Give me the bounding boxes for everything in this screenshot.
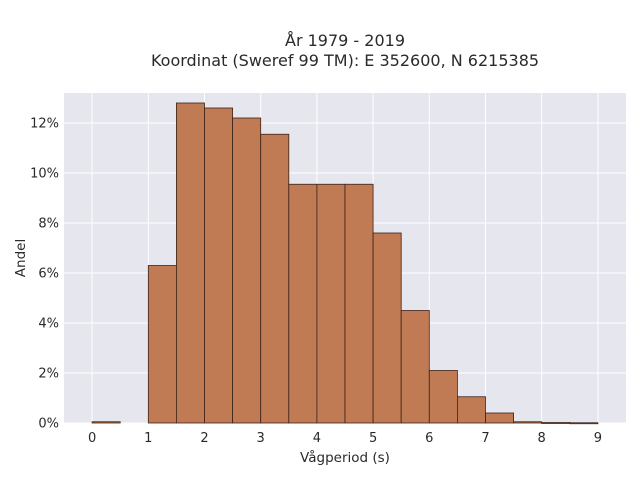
histogram-bar-15 xyxy=(513,421,543,424)
histogram-bar-2 xyxy=(147,265,177,424)
histogram-bar-14 xyxy=(485,412,515,424)
y-tick-label: 0% xyxy=(38,417,59,432)
y-tick-label: 2% xyxy=(38,367,59,382)
histogram-bar-17 xyxy=(569,422,599,425)
y-axis-label: Andel xyxy=(13,239,29,277)
histogram-bar-16 xyxy=(541,422,571,424)
y-tick-label: 10% xyxy=(30,167,59,182)
x-tick-label: 3 xyxy=(257,431,265,446)
histogram-bar-12 xyxy=(428,370,458,424)
bars xyxy=(91,102,599,425)
histogram-bar-11 xyxy=(400,310,430,424)
chart-title-line2: Koordinat (Sweref 99 TM): E 352600, N 62… xyxy=(151,51,539,70)
y-tick-label: 6% xyxy=(38,267,59,282)
x-tick-label: 5 xyxy=(369,431,377,446)
x-axis-label: Vågperiod (s) xyxy=(300,449,390,466)
chart-title-line1: År 1979 - 2019 xyxy=(285,31,405,50)
histogram-bar-8 xyxy=(316,183,346,424)
histogram-bar-9 xyxy=(344,183,374,424)
x-tick-label: 2 xyxy=(200,431,208,446)
histogram-bar-5 xyxy=(232,117,262,424)
histogram-bar-13 xyxy=(456,396,486,424)
x-tick-label: 6 xyxy=(425,431,433,446)
x-tick-label: 8 xyxy=(538,431,546,446)
y-tick-label: 8% xyxy=(38,217,59,232)
y-axis-ticks: 0% 2% 4% 6% 8% 10% 12% xyxy=(30,117,59,432)
histogram-bar-10 xyxy=(372,232,402,424)
x-tick-label: 9 xyxy=(594,431,602,446)
histogram-bar-7 xyxy=(288,183,318,424)
histogram-bar-6 xyxy=(260,133,290,424)
histogram-bar-0 xyxy=(91,421,121,424)
y-tick-label: 12% xyxy=(30,117,59,132)
x-axis-ticks: 0 1 2 3 4 5 6 7 8 9 xyxy=(88,431,602,446)
y-tick-label: 4% xyxy=(38,317,59,332)
x-tick-label: 0 xyxy=(88,431,96,446)
x-tick-label: 1 xyxy=(144,431,152,446)
x-tick-label: 7 xyxy=(481,431,489,446)
x-tick-label: 4 xyxy=(313,431,321,446)
histogram-bar-4 xyxy=(204,107,234,424)
histogram-bar-3 xyxy=(175,102,205,424)
